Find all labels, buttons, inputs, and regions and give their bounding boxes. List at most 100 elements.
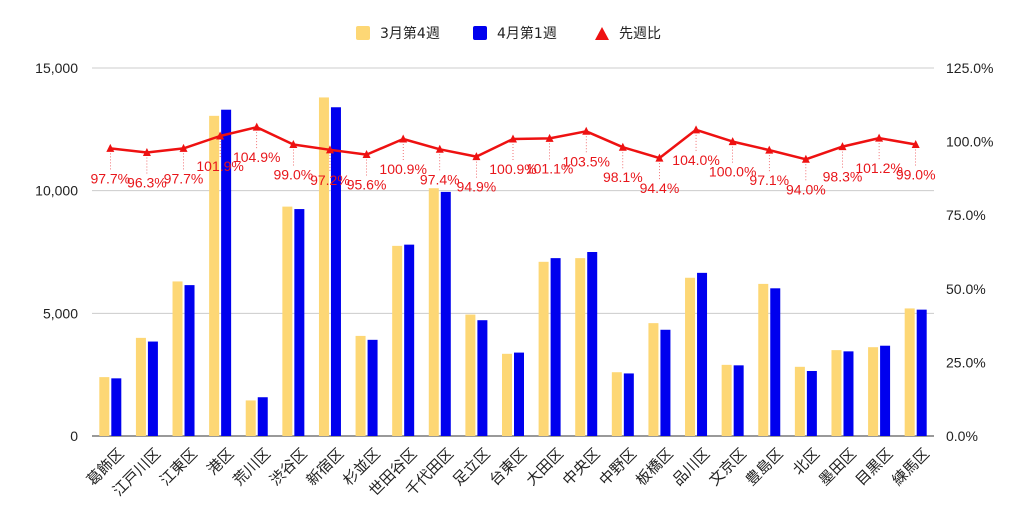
bar-series-2 (111, 378, 122, 436)
ratio-point (655, 153, 664, 162)
ratio-data-label: 103.5% (562, 153, 609, 169)
x-tick-label: 中央区 (559, 445, 604, 490)
bar-series-2 (843, 351, 854, 436)
ratio-point (216, 131, 225, 140)
ratio-point (252, 122, 261, 131)
ratio-data-label: 100.9% (489, 161, 536, 177)
bar-series-2 (367, 339, 378, 436)
bar-series-2 (514, 352, 524, 436)
bar-series-1 (209, 115, 220, 436)
bar-series-1 (392, 245, 403, 436)
x-tick-label: 目黒区 (852, 445, 897, 490)
ratio-data-label: 98.1% (603, 169, 643, 185)
bar-series-1 (758, 283, 769, 436)
ratio-data-label: 97.1% (749, 172, 789, 188)
y-left-tick-label: 5,000 (43, 305, 78, 321)
bar-series-2 (770, 288, 781, 436)
ratio-point (545, 133, 554, 142)
bar-series-1 (282, 206, 293, 436)
bar-series-1 (868, 347, 879, 436)
bar-series-1 (99, 377, 110, 436)
ratio-point (911, 140, 920, 149)
bar-series-2 (916, 309, 927, 436)
x-tick-label: 台東区 (486, 445, 531, 490)
bar-series-1 (465, 314, 476, 436)
ratio-data-label: 104.9% (233, 149, 280, 165)
y-left-tick-label: 15,000 (35, 60, 78, 76)
bar-series-1 (355, 335, 366, 436)
y-left-tick-label: 10,000 (35, 183, 78, 199)
bar-series-2 (404, 244, 415, 436)
legend-swatch-series-2 (473, 26, 487, 40)
x-tick-label: 文京区 (705, 445, 750, 490)
ratio-point (582, 126, 591, 135)
x-tick-label: 中野区 (596, 445, 641, 490)
ratio-point (728, 137, 737, 146)
bar-series-2 (147, 341, 158, 436)
bar-series-2 (184, 285, 195, 436)
bar-series-1 (245, 400, 256, 436)
legend-swatch-series-3 (595, 27, 609, 40)
ratio-data-label: 99.0% (273, 167, 313, 183)
bar-series-2 (550, 258, 561, 436)
bar-series-1 (794, 366, 805, 436)
x-tick-label: 豊島区 (742, 445, 787, 490)
ratio-data-label: 101.1% (526, 160, 573, 176)
bar-series-2 (330, 107, 341, 437)
bar-series-2 (440, 191, 451, 436)
bar-series-1 (428, 188, 439, 436)
ratio-data-label: 94.9% (457, 179, 497, 195)
legend: 3月第4週 4月第1週 先週比 (356, 25, 661, 42)
bar-series-2 (733, 365, 744, 436)
bars (99, 97, 927, 437)
ratio-point (765, 145, 774, 154)
bar-series-2 (477, 320, 488, 436)
ratio-data-label: 97.4% (420, 171, 460, 187)
bar-series-1 (611, 372, 622, 436)
ratio-point (289, 140, 298, 149)
ratio-data-label: 96.3% (127, 174, 167, 190)
ratio-data-label: 101.2% (855, 160, 902, 176)
ratio-point (362, 150, 371, 159)
ratio-point (838, 142, 847, 151)
bar-series-2 (660, 329, 671, 436)
x-tick-label: 渋谷区 (266, 445, 311, 490)
ratio-data-label: 97.2% (310, 172, 350, 188)
bar-series-1 (685, 277, 696, 436)
y-right-tick-label: 100.0% (946, 134, 993, 150)
x-tick-label: 新宿区 (303, 445, 348, 490)
legend-swatch-series-1 (356, 26, 370, 40)
x-tick-label: 練馬区 (888, 445, 933, 490)
y-axis-right: 0.0% 25.0% 50.0% 75.0% 100.0% 125.0% (946, 60, 993, 444)
ratio-point (106, 143, 115, 152)
bar-series-2 (257, 397, 268, 436)
x-tick-label: 荒川区 (229, 445, 274, 490)
bar-series-1 (318, 97, 329, 436)
ratio-point (435, 144, 444, 153)
ratio-data-label: 97.7% (90, 170, 130, 186)
bar-series-1 (172, 281, 183, 436)
bar-series-1 (502, 353, 512, 436)
ratio-data-label: 100.0% (709, 164, 756, 180)
bar-series-1 (648, 323, 659, 436)
x-tick-label: 墨田区 (815, 445, 860, 490)
ratio-point (325, 145, 334, 154)
bar-series-2 (221, 109, 232, 436)
ratio-point (399, 134, 408, 143)
ratio-data-label: 94.4% (640, 180, 680, 196)
bar-series-1 (538, 261, 549, 436)
bar-series-2 (623, 373, 634, 436)
y-right-tick-label: 50.0% (946, 281, 986, 297)
ratio-data-label: 98.3% (823, 169, 863, 185)
y-right-tick-label: 0.0% (946, 428, 978, 444)
ratio-data-label: 95.6% (347, 177, 387, 193)
gridlines (92, 67, 934, 437)
ratio-point (509, 134, 517, 143)
x-tick-label: 板橋区 (632, 445, 677, 490)
x-tick-label: 品川区 (669, 445, 714, 490)
ratio-point (472, 152, 481, 161)
data-labels: 97.7%96.3%97.7%101.9%104.9%99.0%97.2%95.… (90, 132, 936, 197)
y-right-tick-label: 25.0% (946, 354, 986, 370)
bar-series-2 (880, 345, 891, 436)
